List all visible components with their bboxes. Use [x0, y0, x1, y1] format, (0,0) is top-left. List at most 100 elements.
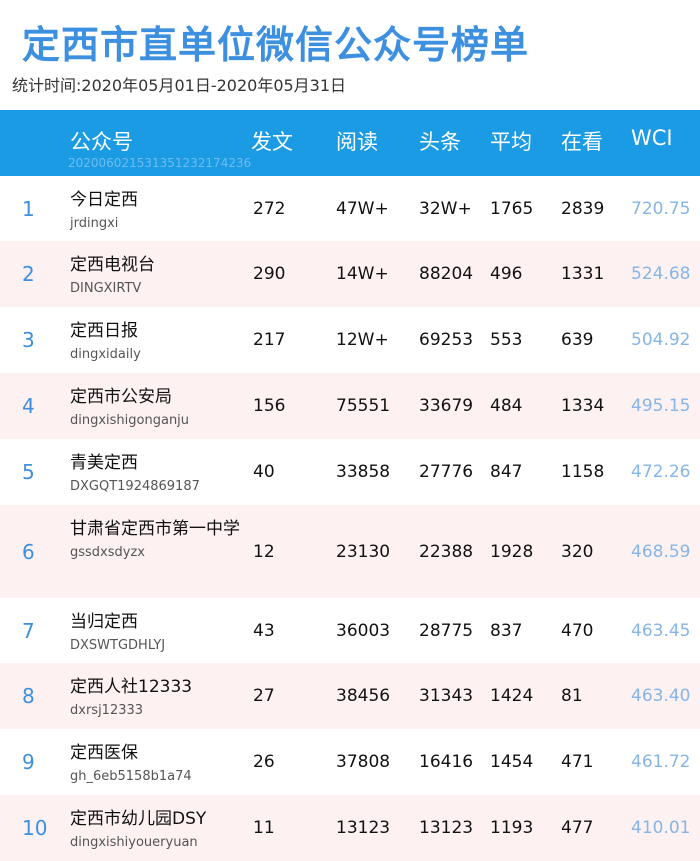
column-header-average: 平均	[490, 130, 532, 154]
wci-value: 463.45	[631, 620, 691, 641]
account-id: DXSWTGDHLYJ	[70, 638, 166, 653]
account-id: gh_6eb5158b1a74	[70, 769, 192, 784]
reads-value: 36003	[336, 620, 391, 641]
headline-value: 32W+	[419, 198, 472, 219]
table-row: 2 定西电视台 DINGXIRTV 290 14W+ 88204 496 1331 524.68	[0, 241, 700, 307]
headline-value: 27776	[419, 462, 474, 482]
header-stamp: 202006021531351232174236	[68, 156, 252, 170]
watching-value: 1331	[561, 264, 605, 284]
table-row: 6 甘肃省定西市第一中学 gssdxsdyzx 12 23130 22388 1928 320…	[0, 505, 700, 598]
column-header-account: 公众号	[70, 130, 133, 154]
rank-number: 2	[22, 262, 35, 286]
account-cell: 定西人社12333 dxrsj12333	[70, 675, 240, 720]
reads-value: 47W+	[336, 198, 389, 219]
reads-value: 37808	[336, 752, 391, 772]
account-name: 定西人社12333	[70, 677, 193, 697]
account-name: 当归定西	[70, 612, 138, 632]
column-header-headline: 头条	[419, 130, 461, 154]
wci-value: 410.01	[631, 818, 691, 838]
posts-value: 217	[253, 330, 286, 350]
headline-value: 28775	[419, 620, 474, 641]
watching-value: 81	[561, 686, 583, 706]
page-title: 定西市直单位微信公众号榜单	[22, 23, 530, 67]
wci-value: 472.26	[631, 462, 691, 482]
rank-number: 5	[22, 460, 35, 484]
headline-value: 69253	[419, 330, 474, 350]
account-id: gssdxsdyzx	[70, 545, 145, 560]
reads-value: 33858	[336, 462, 391, 482]
reads-value: 38456	[336, 686, 391, 706]
account-cell: 定西市幼儿园DSY dingxishiyoueryuan	[70, 807, 240, 852]
ranking-table: 1 今日定西 jrdingxi 272 47W+ 32W+ 1765 2839 720.75 2 定…	[0, 176, 700, 861]
table-row: 8 定西人社12333 dxrsj12333 27 38456 31343 1424 81 46…	[0, 663, 700, 729]
column-header-watching: 在看	[561, 130, 603, 154]
posts-value: 12	[253, 541, 275, 562]
account-name: 定西电视台	[70, 255, 155, 275]
account-name: 定西日报	[70, 321, 138, 341]
average-value: 484	[490, 396, 523, 416]
account-id: dingxidaily	[70, 347, 141, 362]
account-cell: 当归定西 DXSWTGDHLYJ	[70, 610, 240, 655]
watching-value: 471	[561, 752, 594, 772]
watching-value: 470	[561, 620, 594, 641]
average-value: 1193	[490, 818, 534, 838]
rank-number: 4	[22, 394, 35, 418]
account-name: 今日定西	[70, 190, 138, 210]
table-row: 4 定西市公安局 dingxishigonganju 156 75551 33679 484…	[0, 373, 700, 439]
account-cell: 定西日报 dingxidaily	[70, 319, 240, 364]
rank-number: 6	[22, 539, 35, 564]
average-value: 837	[490, 620, 523, 641]
watching-value: 1158	[561, 462, 605, 482]
watching-value: 320	[561, 541, 594, 562]
headline-value: 13123	[419, 818, 474, 838]
average-value: 496	[490, 264, 523, 284]
average-value: 847	[490, 462, 523, 482]
account-cell: 今日定西 jrdingxi	[70, 188, 240, 233]
rank-number: 10	[22, 816, 48, 840]
headline-value: 22388	[419, 541, 474, 562]
wci-value: 495.15	[631, 396, 691, 416]
rank-number: 9	[22, 750, 35, 774]
date-range: 统计时间:2020年05月01日-2020年05月31日	[12, 76, 347, 95]
headline-value: 16416	[419, 752, 474, 772]
table-row: 10 定西市幼儿园DSY dingxishiyoueryuan 11 13123 1312…	[0, 795, 700, 861]
table-header: 公众号 发文 阅读 头条 平均 在看 WCI 20200602153135123…	[0, 110, 700, 176]
table-row: 3 定西日报 dingxidaily 217 12W+ 69253 553 639 504.92	[0, 307, 700, 373]
account-id: DINGXIRTV	[70, 281, 142, 296]
account-cell: 定西电视台 DINGXIRTV	[70, 253, 240, 298]
rank-number: 3	[22, 328, 35, 352]
posts-value: 11	[253, 818, 275, 838]
average-value: 1454	[490, 752, 534, 772]
reads-value: 75551	[336, 396, 391, 416]
table-row: 1 今日定西 jrdingxi 272 47W+ 32W+ 1765 2839 720.75	[0, 176, 700, 241]
watching-value: 639	[561, 330, 594, 350]
headline-value: 31343	[419, 686, 474, 706]
account-id: jrdingxi	[70, 216, 119, 231]
posts-value: 290	[253, 264, 286, 284]
account-name: 青美定西	[70, 453, 138, 473]
watching-value: 2839	[561, 198, 605, 219]
average-value: 1928	[490, 541, 534, 562]
column-header-wci: WCI	[631, 126, 673, 150]
wci-value: 524.68	[631, 264, 691, 284]
column-header-posts: 发文	[251, 130, 293, 154]
account-name: 定西市幼儿园DSY	[70, 809, 207, 829]
wci-value: 468.59	[631, 541, 691, 562]
account-id: dingxishigonganju	[70, 413, 190, 428]
reads-value: 23130	[336, 541, 391, 562]
column-header-reads: 阅读	[336, 130, 378, 154]
average-value: 1765	[490, 198, 534, 219]
account-id: dingxishiyoueryuan	[70, 835, 198, 850]
account-id: dxrsj12333	[70, 703, 144, 718]
posts-value: 27	[253, 686, 275, 706]
table-row: 9 定西医保 gh_6eb5158b1a74 26 37808 16416 1454 471 4…	[0, 729, 700, 795]
account-cell: 定西医保 gh_6eb5158b1a74	[70, 741, 240, 786]
reads-value: 14W+	[336, 264, 389, 284]
reads-value: 13123	[336, 818, 391, 838]
watching-value: 1334	[561, 396, 605, 416]
posts-value: 43	[253, 620, 275, 641]
account-cell: 青美定西 DXGQT1924869187	[70, 451, 240, 496]
headline-value: 88204	[419, 264, 474, 284]
posts-value: 26	[253, 752, 275, 772]
posts-value: 156	[253, 396, 286, 416]
